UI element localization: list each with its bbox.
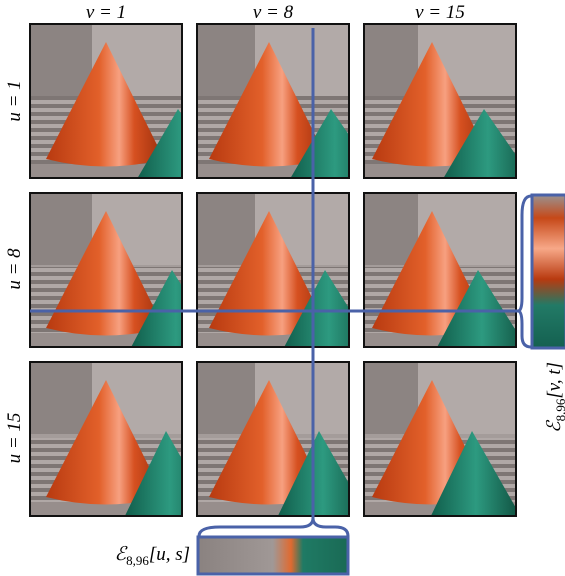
epi-args: [u, s] (149, 544, 190, 565)
column-label: v = 8 (253, 2, 294, 23)
column-label: v = 1 (86, 2, 126, 23)
view-image (364, 362, 565, 522)
image-grid (30, 24, 565, 522)
view-image (364, 24, 565, 184)
epi-subscript: 8,96 (126, 553, 149, 568)
figure: v = 1 v = 8 v = 15 u = 1 u = 8 u = 15 ℰ8… (0, 0, 565, 576)
epi-image-horizontal (198, 537, 348, 574)
row-label: u = 15 (4, 413, 25, 464)
epi-label-horizontal: ℰ8,96[u, s] (115, 544, 190, 568)
epi-image-vertical (532, 195, 565, 348)
row-label: u = 8 (4, 248, 25, 290)
epi-label-vertical: ℰ8,96[v, t] (544, 362, 565, 433)
row-label: u = 1 (4, 80, 25, 121)
epi-subscript: 8,96 (553, 398, 565, 421)
column-label: v = 15 (415, 2, 465, 23)
epi-args: [v, t] (544, 362, 565, 399)
